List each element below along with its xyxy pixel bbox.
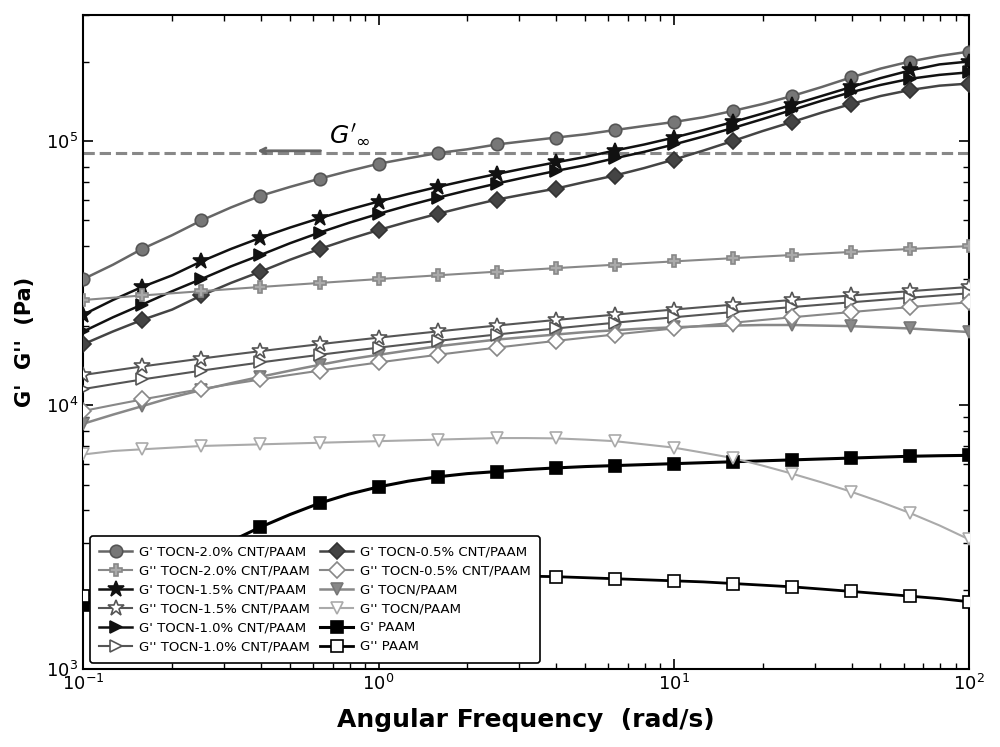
X-axis label: Angular Frequency  (rad/s): Angular Frequency (rad/s)	[337, 708, 715, 732]
Y-axis label: G'  G''  (Pa): G' G'' (Pa)	[15, 277, 35, 407]
Legend: G' TOCN-2.0% CNT/PAAM, G'' TOCN-2.0% CNT/PAAM, G' TOCN-1.5% CNT/PAAM, G'' TOCN-1: G' TOCN-2.0% CNT/PAAM, G'' TOCN-2.0% CNT…	[90, 536, 540, 663]
Text: $G'_\infty$: $G'_\infty$	[329, 123, 371, 147]
